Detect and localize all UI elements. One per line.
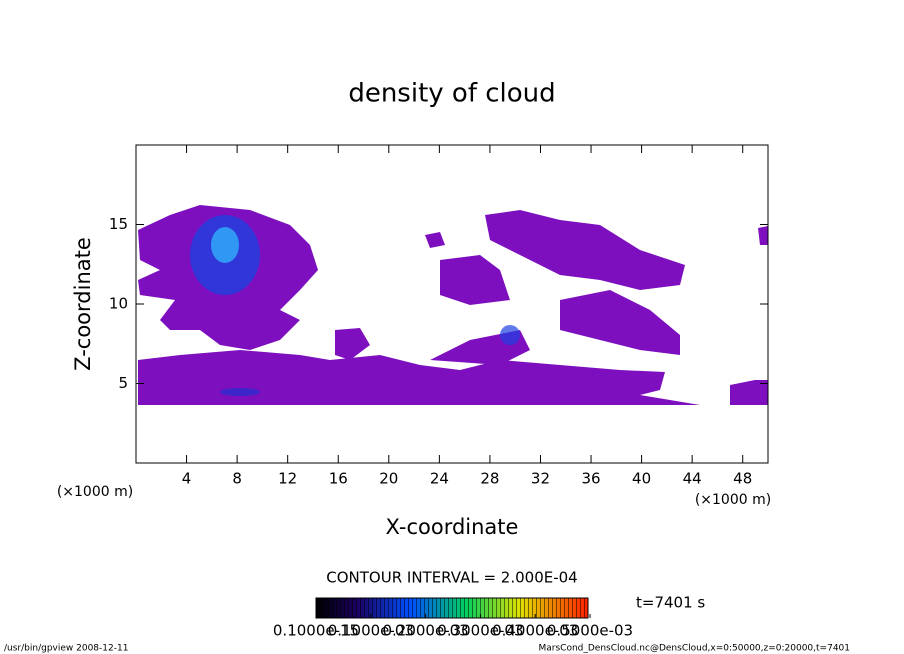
contour-interval: CONTOUR INTERVAL = 2.000E-04 (326, 569, 577, 587)
x-unit-label: (×1000 m) (695, 492, 771, 508)
x-axis-label: X-coordinate (386, 515, 519, 539)
chart-title: density of cloud (348, 79, 555, 109)
x-tick-label: 12 (278, 470, 297, 488)
x-tick-label: 40 (632, 470, 651, 488)
colorbar-tick-label: 0.5000e-03 (547, 622, 633, 640)
y-tick-label: 5 (118, 374, 128, 392)
footer-right: MarsCond_DensCloud.nc@DensCloud,x=0:5000… (539, 644, 851, 654)
time-label: t=7401 s (636, 594, 705, 612)
x-unit-label: (×1000 m) (57, 484, 133, 500)
y-axis-label: Z-coordinate (71, 237, 95, 371)
colorbar-tick-label: 0.1000e-15 (273, 622, 359, 640)
x-tick-label: 24 (430, 470, 449, 488)
x-tick-label: 16 (329, 470, 348, 488)
y-tick-label: 15 (109, 215, 128, 233)
colorbar-frame (315, 597, 589, 619)
footer-left: /usr/bin/gpview 2008-12-11 (4, 644, 128, 654)
cloud-field (138, 205, 768, 405)
x-tick-label: 32 (531, 470, 550, 488)
y-tick-label: 10 (109, 295, 128, 313)
x-tick-label: 44 (683, 470, 702, 488)
colorbar-tick-label: 0.4000e-03 (492, 622, 578, 640)
x-tick-label: 20 (379, 470, 398, 488)
colorbar-tick-label: 0.3000e-03 (437, 622, 523, 640)
x-tick-label: 48 (733, 470, 752, 488)
x-tick-label: 36 (581, 470, 600, 488)
x-tick-label: 4 (182, 470, 192, 488)
x-tick-label: 8 (232, 470, 242, 488)
colorbar-tick-label: 0.2000e-03 (382, 622, 468, 640)
colorbar-tick-label: 0.1000e-03 (328, 622, 414, 640)
x-tick-label: 28 (480, 470, 499, 488)
